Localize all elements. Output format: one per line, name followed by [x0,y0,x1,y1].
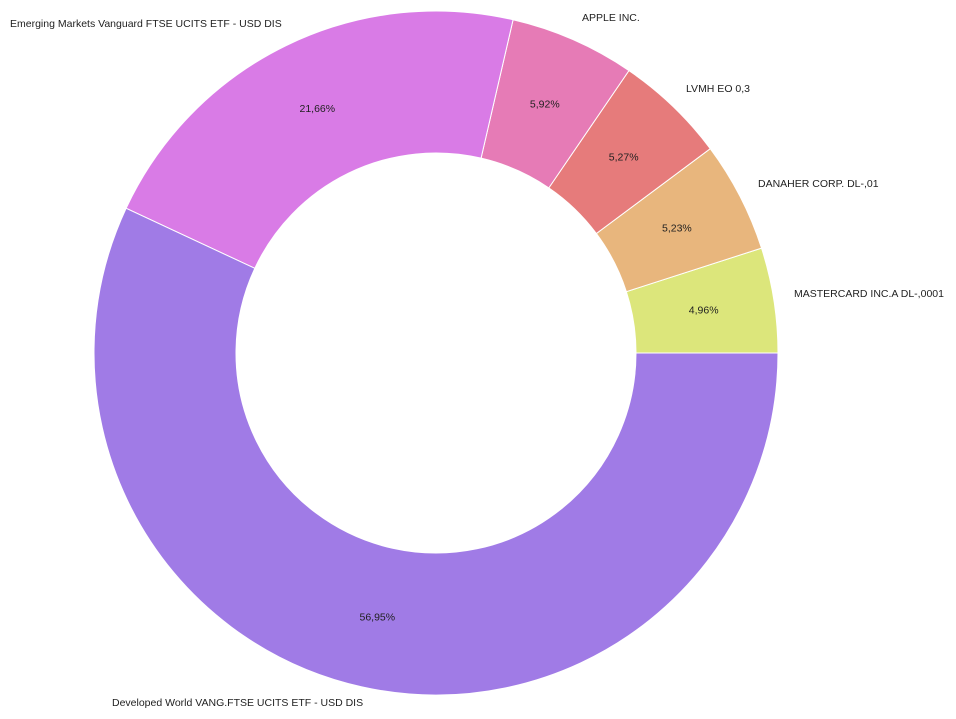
donut-slice[interactable] [125,10,514,270]
slices-group [93,10,779,696]
slice-percent-label: 21,66% [299,103,335,115]
slice-percent-label: 5,23% [662,223,692,235]
slice-percent-label: 4,96% [689,305,719,317]
slice-percent-label: 5,27% [609,151,639,163]
donut-slice[interactable] [93,207,779,696]
slice-category-label: DANAHER CORP. DL-,01 [758,178,879,190]
slice-category-label: APPLE INC. [582,12,640,24]
percent-labels-group: 4,96% 5,23% 5,27% 5,92% 21,66% 56,95% [299,99,718,624]
slice-percent-label: 56,95% [359,611,395,623]
category-labels-group: MASTERCARD INC.A DL-,0001 DANAHER CORP. D… [10,12,944,709]
slice-category-label: Developed World VANG.FTSE UCITS ETF - US… [112,697,363,709]
slice-category-label: Emerging Markets Vanguard FTSE UCITS ETF… [10,18,282,30]
slice-percent-label: 5,92% [530,99,560,111]
slice-category-label: MASTERCARD INC.A DL-,0001 [794,288,944,300]
slice-category-label: LVMH EO 0,3 [686,83,750,95]
